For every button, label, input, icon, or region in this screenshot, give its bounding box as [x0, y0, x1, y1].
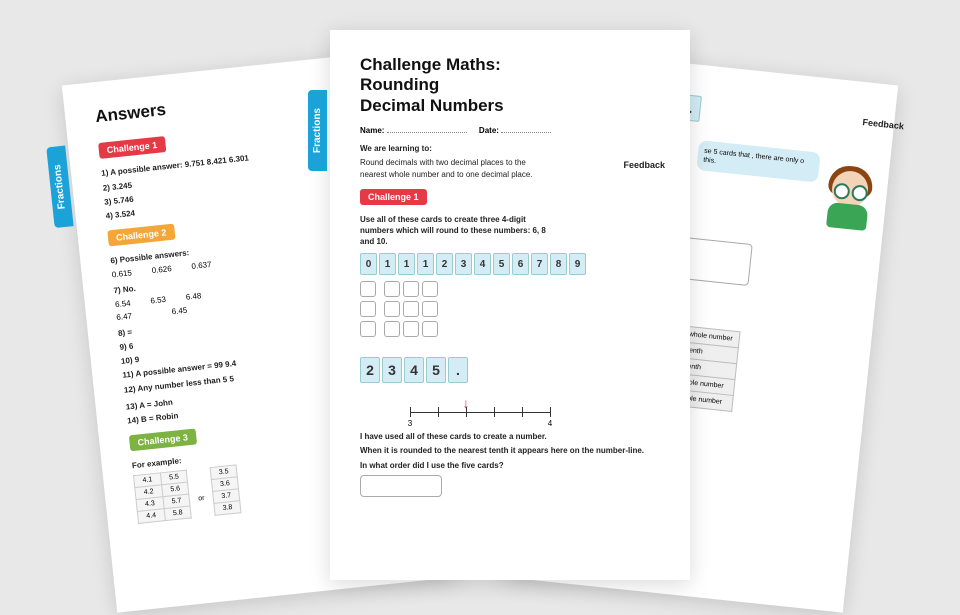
- name-label: Name:: [360, 126, 384, 135]
- nl-end: 4: [548, 419, 552, 428]
- character-icon: [819, 163, 879, 223]
- date-input[interactable]: [501, 132, 551, 133]
- number-card: .: [448, 357, 468, 383]
- feedback-label: Feedback: [623, 160, 665, 170]
- number-card: 8: [550, 253, 567, 275]
- feedback-label: Feedback: [862, 117, 904, 131]
- number-card: 6: [512, 253, 529, 275]
- date-label: Date:: [479, 126, 499, 135]
- challenge-1-badge: Challenge 1: [360, 189, 427, 205]
- number-card: 4: [404, 357, 424, 383]
- para: In what order did I use the five cards?: [360, 460, 660, 471]
- para: When it is rounded to the nearest tenth …: [360, 445, 660, 456]
- worksheet-page-1: Fractions Challenge Maths: Rounding Deci…: [330, 30, 690, 580]
- nl-start: 3: [408, 419, 412, 428]
- answer-value: 6.45: [171, 305, 188, 319]
- number-card: 1: [379, 253, 396, 275]
- number-card: 2: [436, 253, 453, 275]
- number-card: 3: [382, 357, 402, 383]
- answer-value: 0.626: [151, 263, 172, 278]
- number-card: 4: [474, 253, 491, 275]
- number-card: 5: [493, 253, 510, 275]
- answer-value: 6.53: [150, 294, 167, 308]
- learning-text: Round decimals with two decimal places t…: [360, 157, 550, 179]
- name-date-row: Name: Date:: [360, 126, 660, 135]
- name-input[interactable]: [387, 132, 467, 133]
- number-card: 1: [417, 253, 434, 275]
- challenge-2-badge: Challenge 2: [107, 224, 175, 247]
- answer-value: 0.615: [111, 268, 132, 283]
- para: I have used all of these cards to create…: [360, 431, 660, 442]
- number-line: ↓ 3 4: [410, 397, 550, 427]
- fractions-tab: Fractions: [46, 146, 73, 229]
- example-table: 4.15.53.5 4.25.63.6 4.35.7or3.7 4.45.83.…: [133, 465, 242, 525]
- number-card: 1: [398, 253, 415, 275]
- answer-input-box[interactable]: [360, 475, 442, 497]
- worksheet-title: Challenge Maths: Rounding Decimal Number…: [360, 55, 660, 116]
- card-row: 0 1 1 1 2 3 4 5 6 7 8 9: [360, 253, 660, 275]
- answer-value: 6.48: [185, 290, 202, 304]
- answer-value: 6.47: [116, 311, 133, 325]
- number-card: 0: [360, 253, 377, 275]
- answer-boxes-row[interactable]: [360, 281, 660, 297]
- challenge-3-badge: Challenge 3: [129, 429, 197, 452]
- challenge-1-badge: Challenge 1: [98, 137, 166, 160]
- answer-value: 0.637: [191, 259, 212, 274]
- challenge-text: Use all of these cards to create three 4…: [360, 214, 560, 248]
- answer-boxes-row[interactable]: [360, 321, 660, 337]
- number-card: 5: [426, 357, 446, 383]
- number-card: 2: [360, 357, 380, 383]
- number-card: 9: [569, 253, 586, 275]
- fractions-tab: Fractions: [308, 90, 327, 171]
- number-card: 7: [531, 253, 548, 275]
- tab-label: Fractions: [312, 108, 323, 153]
- answer-boxes-row[interactable]: [360, 301, 660, 317]
- number-card: 3: [455, 253, 472, 275]
- tab-label: Fractions: [52, 164, 68, 210]
- card-row-2: 2 3 4 5 .: [360, 357, 468, 383]
- learning-label: We are learning to:: [360, 143, 660, 154]
